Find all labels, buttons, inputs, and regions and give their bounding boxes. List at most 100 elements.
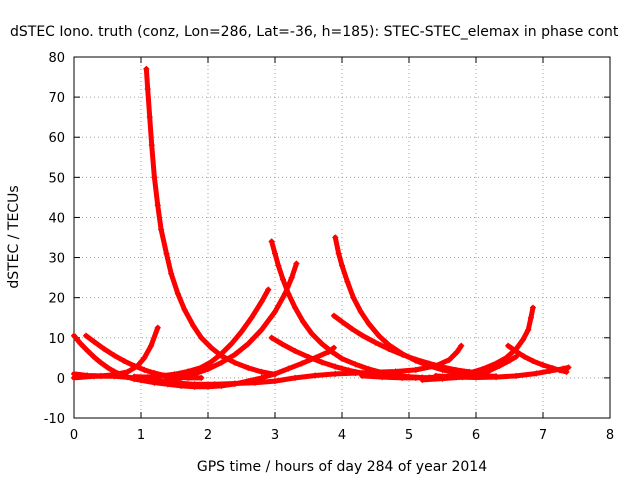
grid [74,57,610,418]
series-trace [359,305,536,381]
series-trace [269,239,425,380]
data-point [560,365,567,372]
y-tick-label: -10 [44,412,65,427]
data-point [134,362,141,369]
data-point [171,371,178,378]
data-point [506,357,513,364]
data-point [513,353,520,360]
x-tick-label: 1 [137,428,145,443]
data-point [486,367,493,374]
data-point [111,373,118,380]
data-point [71,332,77,339]
data-point [335,250,342,257]
data-point [328,348,335,355]
data-point [385,346,392,353]
data-point [245,364,252,371]
data-point [208,358,215,365]
data-point [496,362,503,369]
data-point [493,374,500,381]
data-point [288,274,295,281]
data-point [205,366,211,373]
y-axis-label: dSTEC / TECUs [6,185,22,288]
data-point [533,370,540,377]
data-point [91,373,98,380]
data-point [419,376,426,383]
data-point [272,370,278,377]
data-point [71,374,77,381]
data-point [141,366,148,373]
x-tick-label: 0 [70,428,78,443]
data-point [218,350,225,357]
series-7 [151,260,300,385]
x-axis-label: GPS time / hours of day 284 of year 2014 [197,459,487,475]
data-point [148,342,155,349]
x-tick-label: 7 [539,428,547,443]
series-trace [143,66,278,377]
data-point [332,370,339,377]
data-point [332,234,339,241]
data-point [198,334,205,341]
data-point [521,353,528,360]
y-tick-label: 60 [48,131,65,146]
data-point [458,342,465,349]
data-point [174,290,181,297]
y-tick-label: 50 [48,171,65,186]
data-point [298,360,305,367]
data-point [211,381,218,388]
data-point [91,354,98,361]
data-point [84,347,91,354]
x-tick-labels: 0 1 2 3 4 5 6 7 8 [70,428,614,443]
data-point [198,374,205,381]
data-point [97,359,104,366]
data-point [191,370,198,377]
data-point [318,359,325,366]
data-point [181,306,188,313]
data-point [144,86,151,93]
data-point [357,308,364,315]
data-point [158,226,165,233]
data-point [208,344,215,351]
data-point [151,174,158,181]
data-point [168,270,175,277]
x-tick-label: 3 [271,428,279,443]
data-point [285,290,292,297]
data-point [121,358,128,365]
data-point [519,336,526,343]
data-point [529,304,536,311]
series-15 [432,364,572,381]
data-point [154,324,161,331]
data-point [365,366,372,373]
data-point [300,318,307,325]
chart-title: dSTEC Iono. truth (conz, Lon=286, Lat=-3… [10,24,619,40]
data-point [285,365,292,372]
data-point [546,368,553,375]
data-point [292,304,299,311]
data-point [412,356,419,363]
data-point [158,372,165,379]
data-point [332,363,339,370]
data-point [265,286,272,293]
data-point [375,332,382,339]
x-tick-label: 5 [405,428,413,443]
y-tick-label: 80 [48,51,65,66]
data-point [540,362,546,369]
data-point [312,372,319,379]
data-point [345,367,352,374]
data-point [452,366,459,373]
y-tick-label: 0 [57,372,65,387]
data-point [359,372,366,379]
data-point [280,276,287,283]
data-point [131,373,138,380]
data-point [293,260,300,267]
data-point [473,374,479,381]
data-point [218,359,225,366]
data-point [104,364,111,371]
y-tick-labels: -10 0 10 20 30 40 50 60 70 80 [44,51,65,427]
data-point [151,378,158,385]
data-point [365,320,372,327]
data-point [452,374,459,381]
data-point [399,374,406,381]
x-tick-label: 2 [204,428,212,443]
data-point [146,114,153,121]
